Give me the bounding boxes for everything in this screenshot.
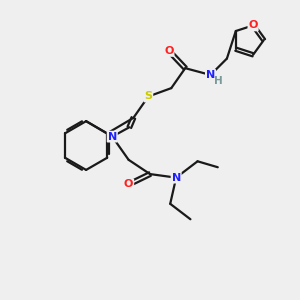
- Text: N: N: [206, 70, 215, 80]
- Text: S: S: [144, 92, 152, 101]
- Text: N: N: [172, 172, 181, 183]
- Text: N: N: [108, 132, 117, 142]
- Text: H: H: [214, 76, 223, 86]
- Text: O: O: [164, 46, 174, 56]
- Text: O: O: [124, 179, 133, 190]
- Text: O: O: [248, 20, 258, 30]
